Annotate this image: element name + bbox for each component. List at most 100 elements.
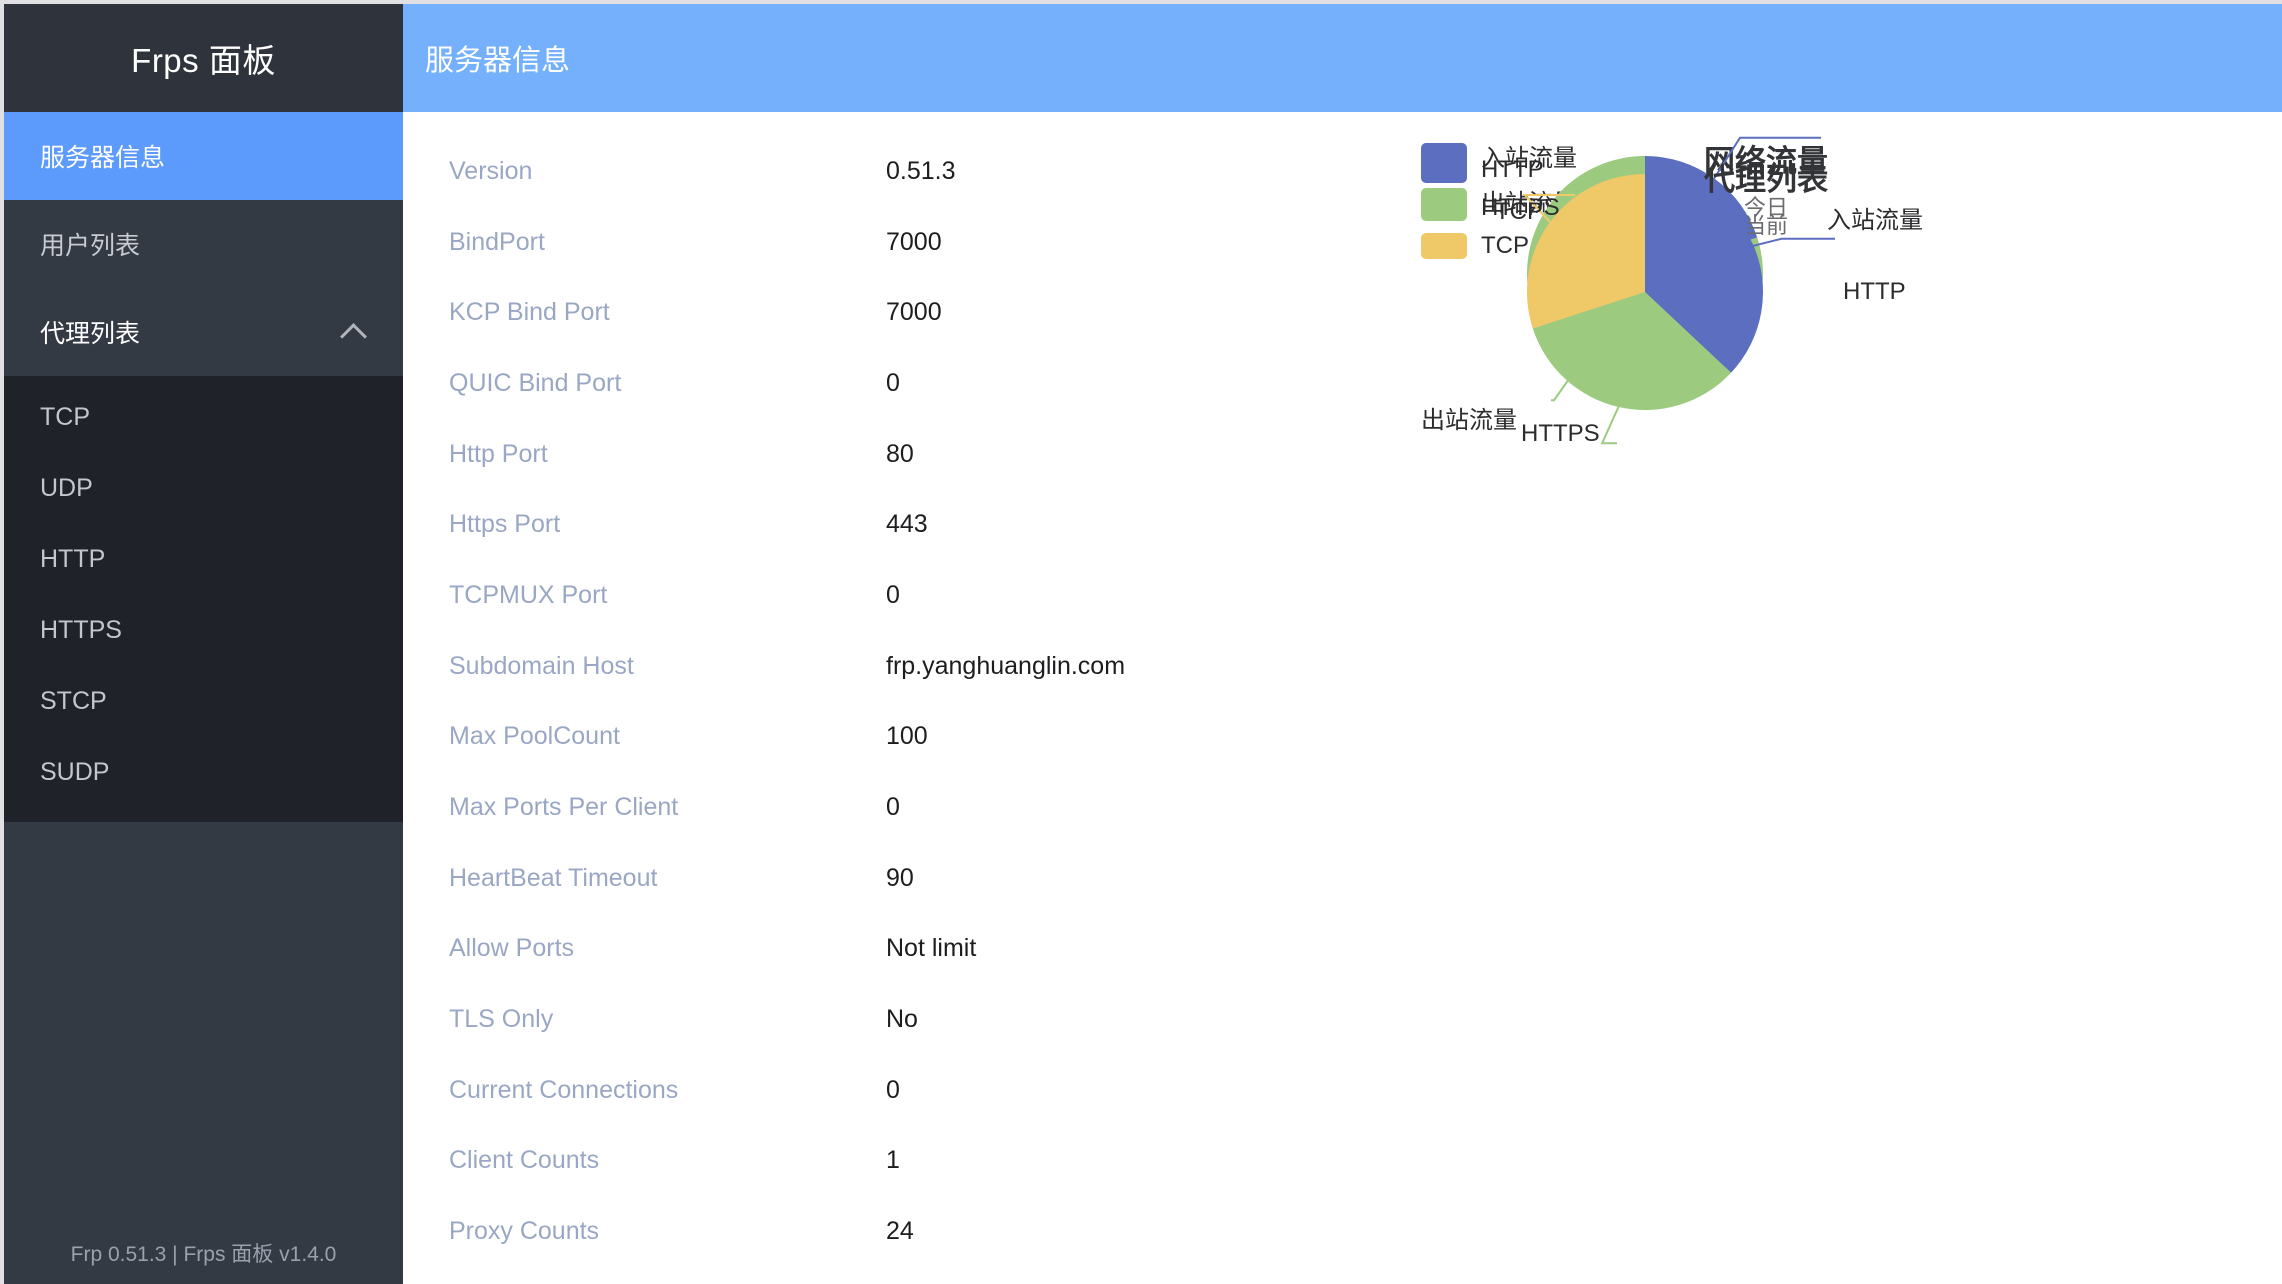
pie-leader-line-tcp: [1522, 193, 1575, 226]
info-row-key: Allow Ports: [449, 934, 575, 963]
sidebar-item-proxy-list[interactable]: 代理列表: [4, 288, 403, 376]
info-row-key: Client Counts: [449, 1146, 600, 1175]
sidebar-item-server-info[interactable]: 服务器信息: [4, 112, 403, 200]
sidebar-subitem-http[interactable]: HTTP: [4, 524, 403, 595]
info-row-key: Version: [449, 156, 533, 185]
pie-svg-proxy: [1522, 174, 1835, 445]
info-row: Client Counts 1: [449, 1126, 1403, 1197]
sidebar-subitem-sudp[interactable]: SUDP: [4, 737, 403, 808]
info-row-value: frp.yanghuanglin.com: [886, 651, 1126, 680]
page-content: Version 0.51.3 BindPort 7000 KCP Bind Port 70…: [403, 112, 2282, 1284]
sidebar-footer-version: Frp 0.51.3 | Frps 面板 v1.4.0: [4, 1222, 403, 1284]
info-row-key: KCP Bind Port: [449, 298, 610, 327]
info-row-key: Max PoolCount: [449, 722, 620, 751]
legend-item[interactable]: TCP: [1421, 232, 1560, 260]
page-header: 服务器信息: [403, 4, 2282, 112]
pie-label-http: HTTP: [1843, 278, 1906, 305]
info-row-key: Subdomain Host: [449, 651, 634, 680]
info-row: Max Ports Per Client 0: [449, 772, 1403, 843]
sidebar-subitem-stcp[interactable]: STCP: [4, 666, 403, 737]
info-row: Current Connections 0: [449, 1055, 1403, 1126]
sidebar-item-label: 代理列表: [40, 320, 141, 348]
info-row: Https Port 443: [449, 489, 1403, 560]
pie-label-outbound: 出站流量: [1421, 407, 1517, 434]
info-row-value: 0: [886, 1075, 900, 1104]
pie-chart-canvas: HTTP HTTPS TCP: [1403, 130, 2103, 490]
info-row: TCPMUX Port 0: [449, 560, 1403, 631]
app-brand-title: Frps 面板: [4, 4, 403, 112]
info-row: HeartBeat Timeout 90: [449, 843, 1403, 914]
info-row-key: Proxy Counts: [449, 1217, 600, 1246]
pie-label-tcp: TCP: [1495, 198, 1543, 225]
sidebar-submenu-proxy: TCP UDP HTTP HTTPS STCP SUDP: [4, 376, 403, 822]
sidebar-subitem-label: HTTPS: [40, 616, 122, 644]
pie-leader-line-http: [1749, 237, 1835, 248]
legend-label: HTTP: [1481, 156, 1544, 183]
sidebar-subitem-label: TCP: [40, 403, 90, 431]
sidebar-subitem-udp[interactable]: UDP: [4, 453, 403, 524]
info-row: Http Port 80: [449, 419, 1403, 490]
info-row: BindPort 7000: [449, 207, 1403, 278]
sidebar-item-label: 服务器信息: [40, 144, 166, 172]
sidebar-nav: 服务器信息 用户列表 代理列表 TCP UDP HTTP: [4, 112, 403, 1022]
info-row-value: 24: [886, 1217, 914, 1246]
server-info-table: Version 0.51.3 BindPort 7000 KCP Bind Port 70…: [403, 112, 1403, 1284]
info-row-key: Max Ports Per Client: [449, 793, 679, 822]
info-row-value: 443: [886, 510, 928, 539]
pie-label-https: HTTPS: [1521, 420, 1600, 447]
legend-label: 入站流量: [1481, 145, 1577, 172]
info-row-value: 7000: [886, 227, 942, 256]
info-row-value: 1: [886, 1146, 900, 1175]
info-row-key: TCPMUX Port: [449, 580, 608, 609]
chart-legend: HTTP HTTPS TCP: [1421, 156, 1560, 260]
pie-slice-http: [1645, 174, 1763, 373]
info-row: QUIC Bind Port 0: [449, 348, 1403, 419]
info-row: Allow Ports Not limit: [449, 914, 1403, 985]
legend-swatch-tcp: [1421, 233, 1467, 259]
sidebar-subitem-tcp[interactable]: TCP: [4, 382, 403, 453]
pie-leader-line-inbound: [1711, 136, 1821, 183]
legend-item[interactable]: 入站流量: [1421, 138, 1577, 173]
sidebar-subitem-https[interactable]: HTTPS: [4, 595, 403, 666]
chevron-up-icon: [341, 319, 367, 345]
info-row-key: Https Port: [449, 510, 561, 539]
info-row-value: 7000: [886, 298, 942, 327]
info-row-value: 100: [886, 722, 928, 751]
page-title: 服务器信息: [425, 45, 571, 77]
info-row: TLS Only No: [449, 984, 1403, 1055]
info-row-value: 90: [886, 863, 914, 892]
sidebar-subitem-label: STCP: [40, 687, 107, 715]
legend-item[interactable]: HTTP: [1421, 156, 1560, 184]
info-row-key: Http Port: [449, 439, 548, 468]
sidebar-subitem-label: HTTP: [40, 545, 106, 573]
legend-label: HTTPS: [1481, 194, 1560, 221]
legend-item[interactable]: HTTPS: [1421, 194, 1560, 222]
pie-leader-line-https: [1600, 402, 1622, 445]
info-row-key: BindPort: [449, 227, 545, 256]
sidebar-subitem-label: SUDP: [40, 758, 110, 786]
info-row-value: 0: [886, 580, 900, 609]
charts-column: 入站流量 出站流量 网络流量 今日: [1403, 112, 2282, 1284]
legend-swatch-http: [1421, 157, 1467, 183]
info-row: Proxy Counts 24: [449, 1196, 1403, 1267]
pie-slice-tcp: [1527, 174, 1645, 329]
info-row-key: HeartBeat Timeout: [449, 863, 658, 892]
info-row-key: QUIC Bind Port: [449, 368, 622, 397]
sidebar-item-label: 用户列表: [40, 232, 141, 260]
info-row-value: 0: [886, 368, 900, 397]
info-row: KCP Bind Port 7000: [449, 277, 1403, 348]
info-row: Subdomain Host frp.yanghuanglin.com: [449, 631, 1403, 702]
sidebar-subitem-label: UDP: [40, 474, 93, 502]
info-row-value: 80: [886, 439, 914, 468]
info-row-value: 0: [886, 793, 900, 822]
info-row: Version 0.51.3: [449, 136, 1403, 207]
chart-subtitle: 今日: [1743, 195, 1788, 220]
chart-title: 代理列表: [1704, 162, 1828, 197]
sidebar: Frps 面板 服务器信息 用户列表 代理列表 TCP UDP HTTP: [4, 4, 403, 1284]
legend-swatch-https: [1421, 195, 1467, 221]
sidebar-item-user-list[interactable]: 用户列表: [4, 200, 403, 288]
info-row-key: Current Connections: [449, 1075, 679, 1104]
info-row-value: 0.51.3: [886, 156, 956, 185]
info-row-value: No: [886, 1005, 918, 1034]
